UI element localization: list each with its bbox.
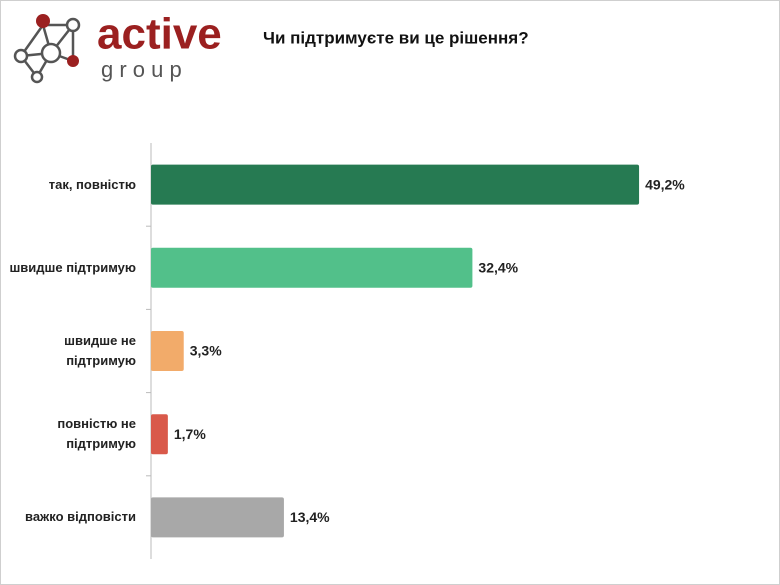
category-label: швидше не підтримую: [64, 333, 136, 368]
value-label: 49,2%: [645, 176, 685, 192]
category-label: важко відповісти: [25, 509, 136, 525]
bar: [151, 497, 284, 538]
value-label: 32,4%: [478, 260, 518, 276]
logo-sub: g r o u p: [101, 57, 182, 82]
value-label: 3,3%: [190, 343, 222, 359]
category-label: повністю не підтримую: [57, 416, 136, 452]
bar: [151, 247, 473, 288]
category-label: так, повністю: [48, 176, 136, 192]
category-label: швидше підтримую: [9, 259, 136, 275]
chart-title: Чи підтримуєте ви це рішення?: [263, 28, 529, 47]
logo-name: active: [97, 10, 222, 59]
value-label: 13,4%: [290, 509, 330, 525]
bar: [151, 331, 184, 371]
bar: [151, 414, 168, 455]
value-label: 1,7%: [174, 426, 206, 442]
bar: [151, 164, 640, 205]
logo-icon: [13, 14, 81, 84]
